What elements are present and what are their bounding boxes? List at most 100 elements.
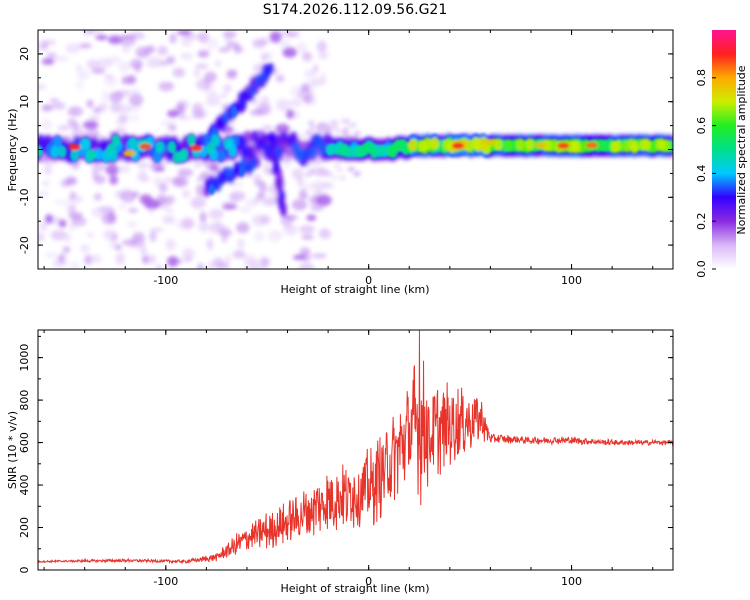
spectrogram-cell [126, 74, 136, 85]
spectrogram-cell [301, 51, 313, 62]
spectrogram-cell [369, 146, 379, 159]
spectrogram-cell [224, 254, 232, 263]
spectrogram-cell [144, 45, 156, 54]
spectrogram-cell [86, 99, 94, 109]
spectrogram-cell [38, 232, 46, 242]
spectrogram-cell [237, 238, 245, 250]
spectrogram-cell [43, 163, 52, 176]
spectrogram-cell [479, 136, 488, 150]
snr-xtick-label: -100 [153, 575, 178, 588]
spectrogram-cell [585, 141, 598, 149]
spectrogram-cell [321, 182, 335, 189]
spectrogram-cell [318, 169, 324, 175]
spectrogram-cell [285, 31, 298, 37]
spectrogram-cell [295, 41, 308, 54]
spectrogram-cell [78, 43, 93, 49]
spectrogram-cell [362, 141, 372, 155]
spectrogram-cell [332, 124, 338, 130]
spectrogram-cell [116, 164, 131, 174]
colorbar-gradient [712, 30, 736, 269]
spectrogram-cell [333, 163, 340, 169]
spectrogram-cell [126, 221, 138, 228]
spectrogram-cell [166, 55, 176, 65]
figure-title: S174.2026.112.09.56.G21 [263, 2, 448, 18]
spectrogram-cell [195, 184, 206, 197]
spectrogram-cell [50, 145, 60, 159]
spectrogram-cell [301, 234, 314, 240]
spectrogram-cell [109, 175, 119, 185]
spectrogram-cell [256, 191, 266, 201]
spectrogram-cell [262, 125, 273, 131]
spectrogram-cell [249, 109, 266, 116]
spectrogram-ytick-label: -20 [18, 236, 31, 254]
spectrogram-cell [119, 34, 136, 40]
spectrogram-cell [50, 230, 67, 241]
spectrogram-cell [137, 161, 150, 169]
spectrogram-cell [630, 140, 639, 154]
spectrogram-cell [305, 130, 312, 135]
spectrogram-cell [288, 100, 303, 108]
spectrogram-cell [129, 93, 144, 106]
spectrogram-cell [418, 139, 428, 153]
spectrogram-cell [262, 198, 279, 206]
spectrogram-cell [158, 182, 168, 193]
spectrogram-cell [96, 58, 113, 69]
spectrogram-cell [259, 183, 267, 193]
spectrogram-cell [325, 143, 335, 157]
spectrogram-cell [274, 146, 284, 159]
colorbar-label: Normalized spectral amplitude [735, 65, 748, 234]
spectrogram-cell [155, 264, 163, 269]
colorbar: 0.0 0.2 0.4 0.6 0.8 Normalized spectral ampl… [695, 30, 748, 278]
spectrogram-cell [45, 214, 53, 224]
spectrogram-cell [341, 129, 348, 135]
spectrogram-cell [206, 142, 216, 155]
spectrogram-cell [229, 191, 246, 202]
spectrogram-cell [262, 143, 272, 156]
spectrogram-cell [273, 161, 281, 173]
spectrogram-ylabel: Frequency (Hz) [6, 109, 19, 192]
spectrogram-cell [269, 31, 282, 43]
spectrogram-cell [267, 230, 282, 243]
spectrogram-cell [123, 150, 136, 157]
spectrogram-cell [310, 161, 317, 167]
spectrogram-cell [41, 40, 49, 51]
spectrogram-cell [331, 175, 338, 180]
spectrogram-cell [114, 244, 122, 251]
spectrogram-cell [286, 109, 295, 119]
spectrogram-cell [315, 122, 332, 134]
spectrogram-cell [167, 256, 179, 267]
spectrogram-cell [260, 257, 270, 269]
spectrogram-cell [190, 144, 203, 152]
spectrogram-cell [149, 230, 157, 242]
spectrogram-cell [639, 138, 649, 151]
spectrogram-cell [299, 188, 307, 200]
spectrogram-cell [204, 71, 217, 83]
spectrogram-cell [58, 219, 67, 228]
spectrogram-cell [240, 146, 250, 159]
spectrogram-cell [312, 64, 319, 73]
spectrogram-cell [75, 80, 84, 90]
spectrogram-cell [408, 138, 418, 152]
spectrogram-cell [44, 252, 59, 259]
spectrogram-cell [38, 190, 49, 198]
spectrogram-ytick-label: 20 [18, 47, 31, 61]
spectrogram-cell [41, 58, 55, 65]
spectrogram-cell [347, 166, 354, 172]
spectrogram-cell [182, 248, 195, 260]
spectrogram-cell [319, 73, 327, 80]
spectrogram-cell [255, 137, 264, 151]
snr-ytick-label: 1000 [18, 344, 31, 372]
spectrogram-cell [217, 261, 230, 269]
spectrogram-cell [525, 138, 535, 151]
snr-xlabel: Height of straight line (km) [280, 582, 429, 595]
spectrogram-cell [104, 77, 118, 87]
spectrogram-cell [308, 146, 318, 159]
spectrogram-cell [302, 94, 313, 104]
spectrogram-cell [251, 157, 258, 169]
spectrogram-cell [294, 147, 303, 160]
spectrogram-cell [291, 199, 308, 211]
spectrogram-cell [557, 142, 570, 149]
spectrogram-cell [157, 45, 168, 56]
spectrogram-cell [297, 133, 308, 140]
